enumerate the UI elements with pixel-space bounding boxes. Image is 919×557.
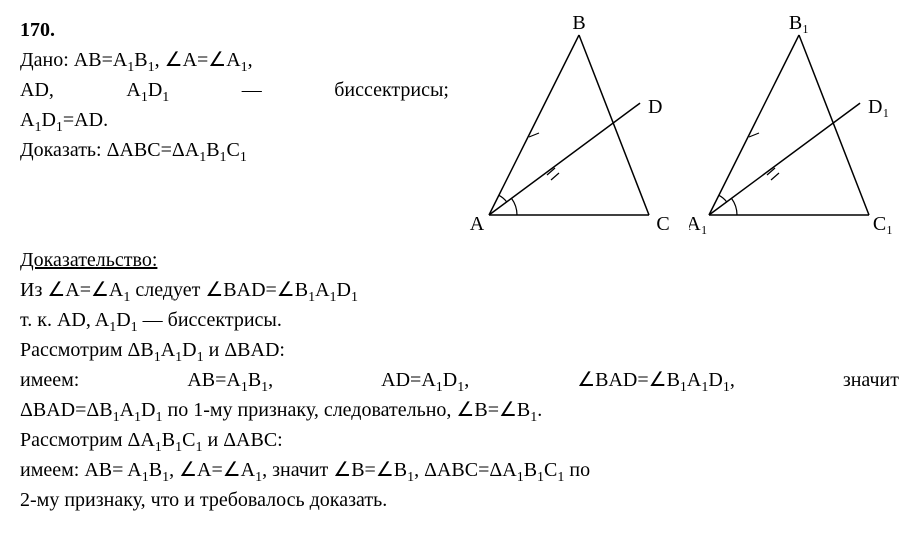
proof-line-2: т. к. AD, A1D1 — биссектрисы.	[20, 305, 899, 335]
proof-line-6: Рассмотрим ΔA1B1C1 и ΔABC:	[20, 425, 899, 455]
given-block: 170. Дано: AB=A1B1, ∠A=∠A1, AD, A1D1 — б…	[20, 15, 449, 235]
proof-line-3: Рассмотрим ΔB1A1D1 и ΔBAD:	[20, 335, 899, 365]
svg-text:D₁: D₁	[868, 96, 889, 118]
prove-line: Доказать: ΔABC=ΔA1B1C1	[20, 135, 449, 165]
given-line3: A1D1=AD.	[20, 105, 449, 135]
svg-text:B: B	[572, 15, 585, 34]
proof-line-1: Из ∠A=∠A1 следует ∠BAD=∠B1A1D1	[20, 275, 899, 305]
given-line2: AD, A1D1 — биссектрисы;	[20, 75, 449, 105]
triangle-2: A₁ B₁ C₁ D₁	[689, 15, 899, 235]
triangle-1: A B C D	[469, 15, 679, 235]
svg-text:A: A	[470, 213, 485, 235]
svg-text:A₁: A₁	[689, 213, 708, 235]
figures: A B C D A₁ B₁ C₁ D₁	[469, 15, 899, 235]
svg-text:C: C	[656, 213, 669, 235]
problem-number: 170.	[20, 15, 449, 45]
given-line1: Дано: AB=A1B1, ∠A=∠A1,	[20, 45, 449, 75]
proof-line-5: ΔBAD=ΔB1A1D1 по 1-му признаку, следовате…	[20, 395, 899, 425]
svg-text:B₁: B₁	[789, 15, 809, 34]
proof-line-7: имеем: AB= A1B1, ∠A=∠A1, значит ∠B=∠B1, …	[20, 455, 899, 485]
proof-line-8: 2-му признаку, что и требовалось доказат…	[20, 485, 899, 515]
proof-line-4: имеем: AB=A1B1, AD=A1D1, ∠BAD=∠B1A1D1, з…	[20, 365, 899, 395]
proof-heading: Доказательство:	[20, 245, 899, 275]
svg-text:C₁: C₁	[873, 213, 893, 235]
svg-text:D: D	[648, 96, 662, 118]
